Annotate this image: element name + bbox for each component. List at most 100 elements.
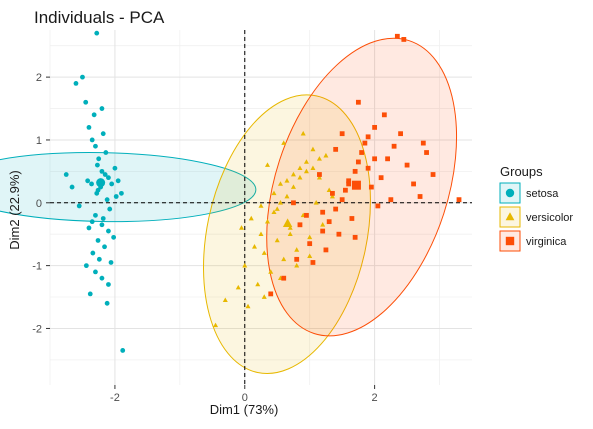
- data-point-setosa: [89, 181, 94, 187]
- data-point-virginica: [333, 206, 339, 212]
- x-axis-title: Dim1 (73%): [210, 402, 279, 417]
- data-point-versicolor: [290, 171, 296, 177]
- x-tick-label: 2: [372, 392, 378, 404]
- data-point-versicolor: [287, 231, 293, 237]
- data-point-virginica: [417, 194, 423, 199]
- data-point-setosa: [73, 81, 79, 86]
- data-point-setosa: [103, 150, 109, 155]
- data-point-virginica: [378, 175, 384, 181]
- data-point-virginica: [317, 172, 322, 177]
- data-point-setosa: [94, 162, 100, 168]
- y-tick-label: -1: [32, 261, 42, 273]
- data-point-versicolor: [310, 165, 316, 171]
- data-point-setosa: [91, 112, 97, 118]
- data-point-virginica: [294, 256, 300, 262]
- y-tick-label: 2: [36, 72, 42, 84]
- legend-marker-virginica: [505, 236, 515, 246]
- data-point-versicolor: [277, 200, 283, 205]
- data-point-versicolor: [264, 218, 271, 224]
- legend-label-versicolor: versicolor: [526, 212, 573, 224]
- data-point-setosa: [100, 131, 106, 137]
- data-point-virginica: [310, 260, 316, 265]
- x-tick-label: 0: [242, 392, 248, 404]
- data-point-versicolor: [307, 234, 313, 240]
- data-point-setosa: [99, 106, 105, 111]
- data-point-setosa: [104, 197, 110, 203]
- data-point-setosa: [115, 178, 121, 184]
- data-point-setosa: [63, 172, 69, 177]
- data-point-virginica: [352, 168, 358, 174]
- data-point-virginica: [304, 212, 309, 218]
- data-point-virginica: [404, 162, 410, 168]
- data-point-setosa: [99, 222, 105, 228]
- data-point-setosa: [86, 124, 92, 130]
- data-point-versicolor: [235, 284, 241, 290]
- data-point-versicolor: [213, 322, 219, 328]
- data-point-virginica: [430, 172, 436, 177]
- data-point-versicolor: [294, 247, 300, 252]
- data-point-setosa: [96, 256, 102, 262]
- data-point-versicolor: [326, 187, 332, 193]
- data-point-setosa: [120, 348, 126, 353]
- data-point-virginica: [368, 184, 374, 190]
- data-point-setosa: [109, 181, 115, 187]
- data-point-setosa: [112, 165, 118, 171]
- data-point-setosa: [99, 275, 105, 281]
- data-point-setosa: [83, 99, 89, 105]
- x-tick-label: -2: [110, 392, 120, 404]
- group-center-setosa: [96, 178, 106, 188]
- data-point-setosa: [90, 250, 96, 256]
- data-point-setosa: [106, 282, 111, 287]
- data-point-setosa: [106, 228, 111, 234]
- data-point-virginica: [394, 33, 400, 39]
- data-point-setosa: [102, 172, 108, 177]
- data-point-versicolor: [287, 225, 293, 230]
- data-point-versicolor: [274, 206, 280, 211]
- legend-label-virginica: virginica: [526, 236, 567, 248]
- legend-title: Groups: [500, 164, 543, 179]
- data-point-virginica: [375, 203, 381, 209]
- data-point-versicolor: [222, 297, 228, 303]
- data-point-versicolor: [316, 156, 322, 161]
- data-point-virginica: [320, 228, 326, 234]
- data-point-versicolor: [307, 253, 313, 259]
- data-point-virginica: [307, 241, 313, 247]
- data-point-setosa: [111, 234, 117, 240]
- legend-marker-versicolor: [505, 212, 515, 221]
- data-point-virginica: [352, 234, 358, 240]
- data-point-setosa: [99, 168, 105, 174]
- data-point-versicolor: [297, 174, 303, 180]
- data-point-versicolor: [303, 159, 309, 164]
- data-point-virginica: [385, 156, 390, 162]
- data-point-versicolor: [271, 209, 277, 215]
- data-point-setosa: [100, 216, 106, 221]
- y-tick-label: -2: [32, 323, 42, 335]
- data-point-setosa: [108, 260, 114, 265]
- data-point-setosa: [96, 156, 102, 162]
- data-point-versicolor: [258, 231, 264, 237]
- data-point-setosa: [93, 269, 98, 275]
- data-point-virginica: [336, 231, 342, 237]
- data-point-versicolor: [290, 184, 296, 189]
- data-point-virginica: [420, 140, 426, 146]
- data-point-virginica: [372, 156, 378, 162]
- data-point-versicolor: [320, 222, 326, 227]
- data-point-setosa: [93, 143, 98, 149]
- data-point-virginica: [291, 200, 296, 206]
- data-point-virginica: [281, 275, 287, 281]
- data-point-setosa: [86, 225, 92, 231]
- data-point-setosa: [113, 194, 119, 199]
- data-point-setosa: [85, 178, 91, 184]
- data-point-versicolor: [284, 193, 290, 199]
- data-point-setosa: [93, 212, 98, 218]
- data-point-virginica: [424, 150, 429, 155]
- data-point-versicolor: [294, 262, 300, 268]
- data-point-virginica: [339, 197, 345, 203]
- y-tick-label: 0: [36, 198, 42, 210]
- legend-marker-setosa: [505, 188, 515, 198]
- data-point-versicolor: [242, 262, 248, 268]
- data-point-setosa: [119, 190, 124, 196]
- data-point-virginica: [330, 190, 335, 196]
- data-point-virginica: [346, 178, 352, 184]
